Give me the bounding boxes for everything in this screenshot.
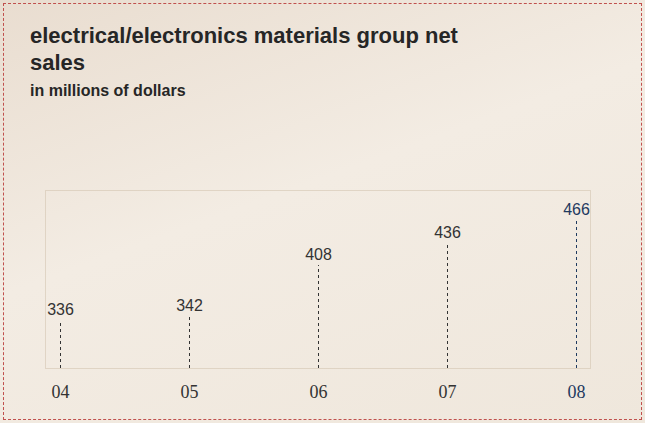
svg-text:08: 08 (568, 382, 586, 402)
svg-text:342: 342 (176, 297, 203, 314)
svg-text:05: 05 (181, 382, 199, 402)
svg-text:07: 07 (439, 382, 457, 402)
html-text:electrical/electronics materia: electrical/electronics materials group n… (30, 23, 458, 75)
svg-text:06: 06 (310, 382, 328, 402)
svg-text:336: 336 (47, 301, 74, 318)
svg-text:436: 436 (434, 224, 461, 241)
html-text:in millions of dollars: in millions of dollars (30, 82, 186, 99)
svg-text:04: 04 (52, 382, 70, 402)
svg-text:466: 466 (563, 201, 590, 218)
svg-text:408: 408 (305, 246, 332, 263)
